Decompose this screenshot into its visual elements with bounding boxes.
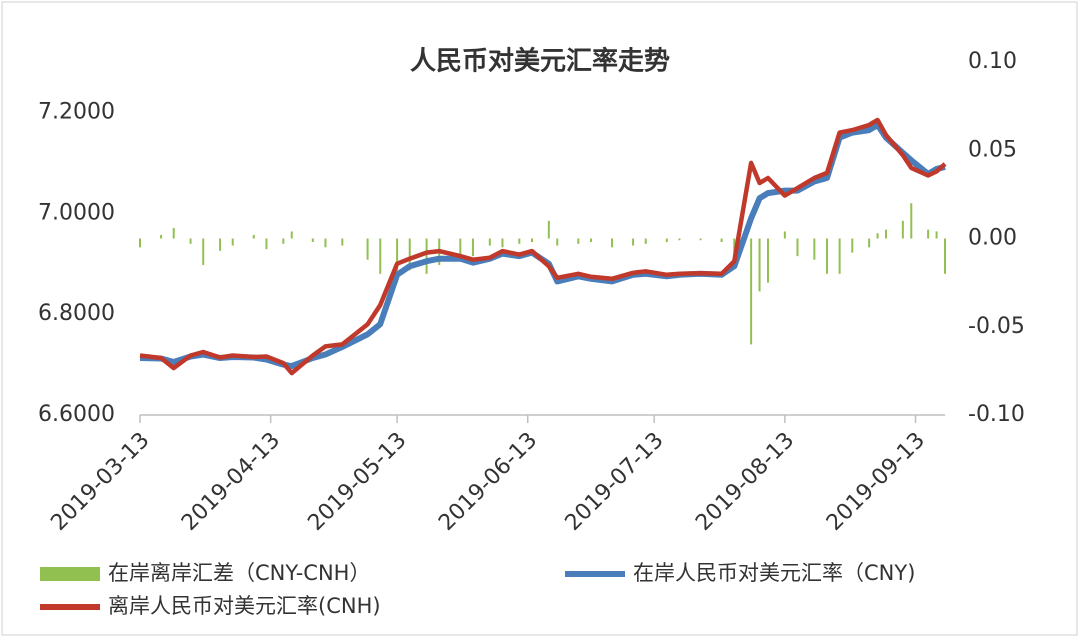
chart-title: 人民币对美元汇率走势 <box>410 46 670 77</box>
bar <box>282 238 285 244</box>
bar <box>838 238 841 274</box>
bar <box>324 238 327 248</box>
y-tick-label: 6.8000 <box>38 301 115 326</box>
bar <box>733 238 736 257</box>
bar <box>547 220 550 239</box>
y2-tick-label: 0.05 <box>968 137 1017 162</box>
line <box>139 117 947 376</box>
bar <box>366 238 369 260</box>
legend-swatch <box>40 567 100 581</box>
bar <box>825 238 828 274</box>
legend-label: 在岸人民币对美元汇率（CNY) <box>633 561 915 585</box>
bar <box>644 238 647 244</box>
bar <box>311 238 314 243</box>
y-tick-label: 7.0000 <box>38 200 115 225</box>
bar <box>459 238 462 260</box>
bar <box>910 203 913 239</box>
bar <box>530 238 533 243</box>
bar <box>720 238 723 243</box>
bar <box>501 238 504 248</box>
bar <box>379 238 382 274</box>
bar <box>750 238 753 345</box>
bar <box>488 238 491 246</box>
y2-tick-label: 0.00 <box>968 226 1017 251</box>
bar <box>884 229 887 239</box>
bar <box>139 238 141 248</box>
bar <box>758 238 761 292</box>
bar <box>678 238 681 241</box>
bar <box>876 233 879 239</box>
bar <box>927 229 930 239</box>
bar <box>901 220 904 239</box>
bar <box>813 238 816 260</box>
bar <box>665 238 668 243</box>
bar <box>868 238 871 248</box>
bar <box>252 234 255 239</box>
y-tick-label: 6.6000 <box>38 402 115 427</box>
bar <box>632 238 635 246</box>
bar <box>408 238 411 271</box>
bar <box>396 238 399 283</box>
bar <box>425 238 428 274</box>
bar <box>944 238 946 274</box>
bar <box>766 238 769 283</box>
y2-tick-label: -0.10 <box>968 402 1025 427</box>
bar <box>783 231 786 239</box>
bar <box>290 231 293 239</box>
bar <box>160 234 163 239</box>
bar <box>589 238 592 243</box>
bar <box>172 227 175 239</box>
bar <box>851 238 854 253</box>
bar <box>265 238 268 250</box>
bar <box>796 238 799 257</box>
bar <box>231 238 234 246</box>
bar <box>202 238 205 265</box>
bar <box>699 238 702 241</box>
y2-tick-label: 0.10 <box>968 49 1017 74</box>
bar <box>935 231 938 239</box>
bar <box>577 238 580 244</box>
bar <box>219 238 222 251</box>
y2-tick-label: -0.05 <box>968 314 1025 339</box>
bar <box>341 238 344 246</box>
legend-label: 在岸离岸汇差（CNY-CNH） <box>108 561 370 585</box>
legend-label: 离岸人民币对美元汇率(CNH) <box>108 594 381 618</box>
bar <box>556 238 559 246</box>
bar <box>611 238 614 248</box>
bar <box>471 238 474 257</box>
y-tick-label: 7.2000 <box>38 99 115 124</box>
bar <box>189 238 192 244</box>
bar <box>518 238 521 244</box>
